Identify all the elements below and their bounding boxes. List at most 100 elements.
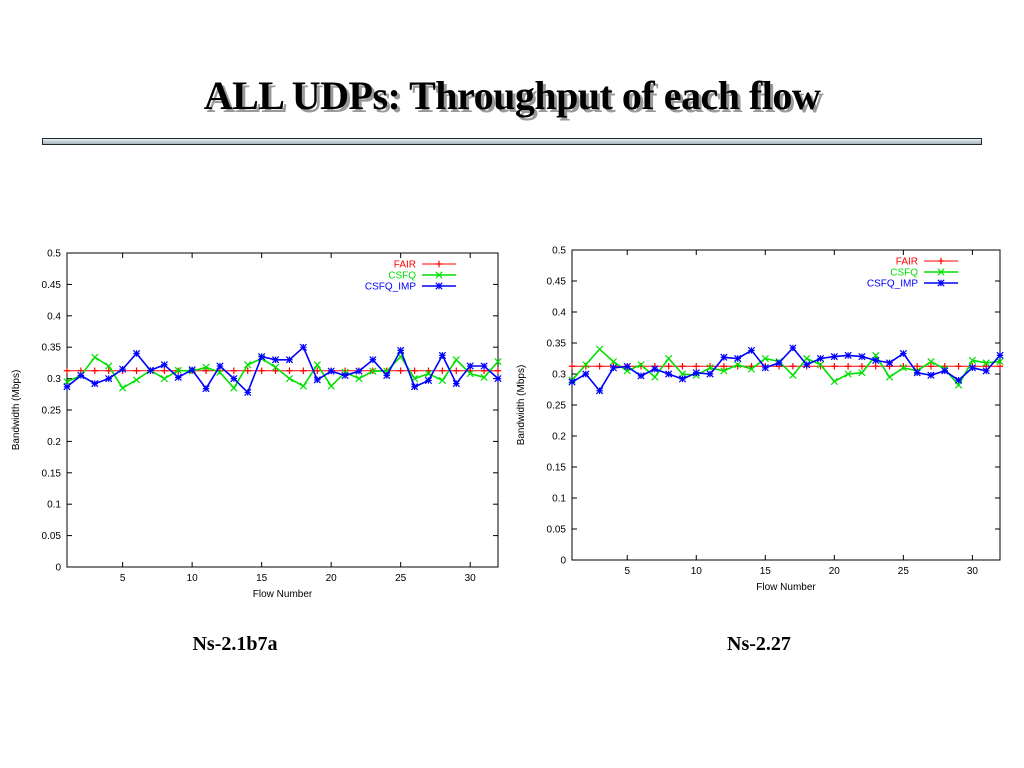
point-fair <box>453 367 460 374</box>
point-csfq-imp <box>927 371 935 379</box>
point-csfq <box>466 369 474 378</box>
y-tick-label: 0.1 <box>552 494 566 505</box>
point-csfq-imp <box>913 369 921 377</box>
point-csfq <box>609 357 618 366</box>
point-csfq <box>582 361 590 369</box>
y-tick-label: 0.3 <box>552 370 566 381</box>
point-csfq <box>285 374 294 383</box>
point-csfq-imp <box>369 356 377 364</box>
point-csfq <box>789 371 797 379</box>
point-fair <box>955 363 962 370</box>
point-fair <box>272 367 279 374</box>
point-csfq <box>706 364 714 372</box>
point-csfq <box>313 361 321 369</box>
point-fair <box>996 363 1004 370</box>
legend-marker-fair <box>937 257 945 265</box>
point-csfq <box>982 359 990 367</box>
point-csfq-imp <box>63 383 71 391</box>
point-csfq-imp <box>582 370 590 378</box>
plot-frame <box>66 252 499 568</box>
point-csfq <box>734 361 742 369</box>
title-divider <box>42 138 982 145</box>
point-fair <box>927 363 935 370</box>
point-csfq-imp <box>734 354 742 363</box>
point-csfq-imp <box>174 373 182 381</box>
legend-label-fair: FAIR <box>896 257 918 268</box>
point-fair <box>844 363 852 370</box>
y-tick-label: 0 <box>560 556 566 567</box>
point-csfq <box>118 384 127 392</box>
point-csfq-imp <box>872 356 880 364</box>
point-fair <box>91 367 99 374</box>
point-csfq-imp <box>160 361 168 369</box>
chart-ns-2-27: 0 0.05 0.1 0.15 0.2 0.25 0.3 0.35 0.4 0.45 0.5 5 10 1… <box>516 246 1004 593</box>
series-csfq-imp <box>63 343 502 397</box>
point-csfq-imp <box>996 351 1004 360</box>
point-csfq-imp <box>651 365 659 373</box>
legend-label-csfq-imp: CSFQ_IMP <box>365 282 416 293</box>
chart-ns-2-1b7a: 0 0.05 0.1 0.15 0.2 0.25 0.3 0.35 0.4 0.45 0.5 5 10 1… <box>11 249 502 600</box>
x-tick-label: 10 <box>187 573 199 584</box>
x-tick-label: 30 <box>465 573 477 584</box>
point-csfq <box>230 384 238 392</box>
caption-ns-2-1b7a: Ns-2.1b7a <box>192 633 278 655</box>
point-csfq <box>747 365 756 373</box>
point-csfq-imp <box>383 371 391 380</box>
x-axis-title: Flow Number <box>756 582 816 593</box>
point-csfq <box>844 370 852 378</box>
point-fair <box>693 363 700 370</box>
legend-label-csfq: CSFQ <box>890 268 918 279</box>
point-csfq-imp <box>466 362 474 370</box>
point-fair <box>494 367 502 374</box>
point-csfq <box>299 382 307 390</box>
legend-label-csfq: CSFQ <box>388 271 416 282</box>
series-line-csfq-imp <box>66 345 499 394</box>
legend-label-fair: FAIR <box>394 260 416 271</box>
point-csfq <box>637 361 645 369</box>
point-csfq-imp <box>271 356 280 364</box>
point-csfq-imp <box>637 372 645 380</box>
point-csfq-imp <box>803 361 811 369</box>
point-csfq-imp <box>885 359 894 367</box>
x-tick-label: 25 <box>395 573 407 584</box>
y-tick-label: 0.1 <box>47 500 61 511</box>
point-csfq <box>830 377 838 386</box>
y-tick-label: 0.4 <box>47 311 61 322</box>
point-csfq <box>369 367 377 375</box>
point-csfq <box>494 358 502 366</box>
point-fair <box>872 363 879 370</box>
point-fair <box>300 367 307 374</box>
legend-marker-csfq-imp <box>435 282 443 290</box>
point-csfq <box>816 361 825 369</box>
point-csfq <box>132 376 141 384</box>
point-fair <box>230 367 238 374</box>
point-csfq-imp <box>188 366 196 374</box>
point-fair <box>789 363 797 370</box>
y-tick-label: 0.45 <box>547 277 567 288</box>
point-csfq <box>651 373 659 381</box>
series-csfq <box>568 345 1004 389</box>
point-csfq-imp <box>105 374 113 383</box>
point-csfq-imp <box>844 351 852 360</box>
point-csfq <box>996 357 1004 366</box>
y-tick-label: 0.15 <box>547 463 567 474</box>
x-tick-label: 15 <box>256 573 268 584</box>
point-csfq-imp <box>678 375 687 383</box>
point-csfq-imp <box>118 365 127 373</box>
y-tick-label: 0.5 <box>47 249 61 260</box>
legend-marker-csfq-imp <box>937 279 945 287</box>
point-fair <box>63 367 71 374</box>
point-csfq-imp <box>299 343 307 351</box>
point-fair <box>665 363 672 370</box>
point-csfq-imp <box>747 346 756 355</box>
point-csfq <box>271 363 280 371</box>
point-csfq-imp <box>230 374 238 383</box>
x-tick-label: 10 <box>691 566 703 577</box>
point-fair <box>314 367 321 374</box>
point-csfq <box>927 357 935 366</box>
point-csfq-imp <box>692 369 700 377</box>
point-csfq <box>761 354 769 363</box>
point-csfq-imp <box>480 362 488 370</box>
point-csfq-imp <box>568 378 576 386</box>
y-tick-label: 0.25 <box>42 406 62 417</box>
